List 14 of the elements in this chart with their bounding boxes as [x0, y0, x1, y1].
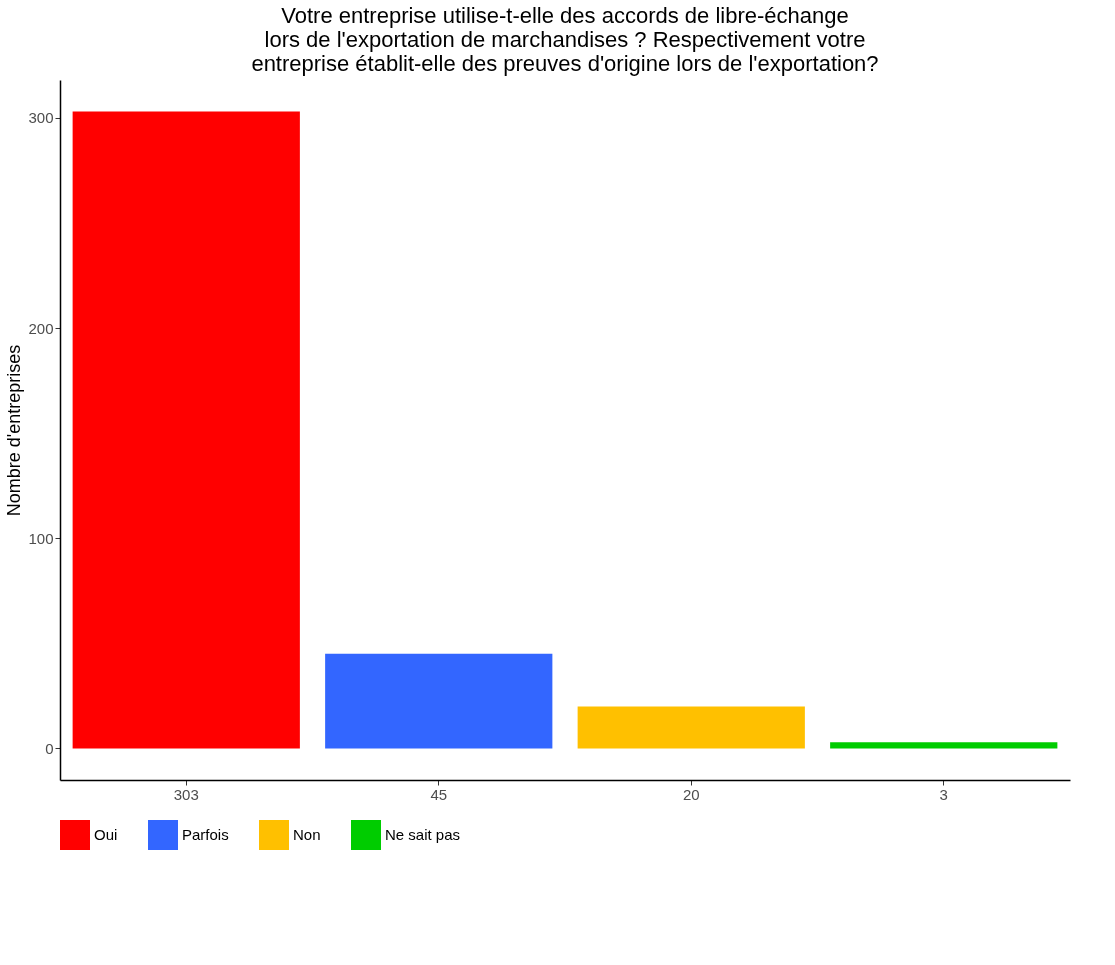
- legend-label: Ne sait pas: [385, 826, 461, 843]
- y-tick-label: 0: [45, 739, 54, 757]
- y-tick-label: 300: [28, 109, 54, 127]
- y-tick-label: 200: [28, 319, 54, 337]
- x-tick-label: 303: [173, 785, 199, 803]
- x-tick-label: 20: [682, 785, 700, 803]
- y-tick-label: 100: [28, 529, 54, 547]
- legend-label: Parfois: [182, 826, 229, 843]
- legend-label: Oui: [94, 826, 118, 843]
- y-axis-title: Nombre d'entreprises: [4, 344, 25, 517]
- x-tick-label: 3: [939, 785, 948, 803]
- legend-label: Non: [293, 826, 321, 843]
- x-tick-label: 45: [430, 785, 448, 803]
- chart-title: Votre entreprise utilise-t-elle des accords de libre-échange lors de l'exportation de marchandises ? Respectivement votre entreprise établit-elle des preuves d'origine lors de l'exportation?: [251, 3, 879, 76]
